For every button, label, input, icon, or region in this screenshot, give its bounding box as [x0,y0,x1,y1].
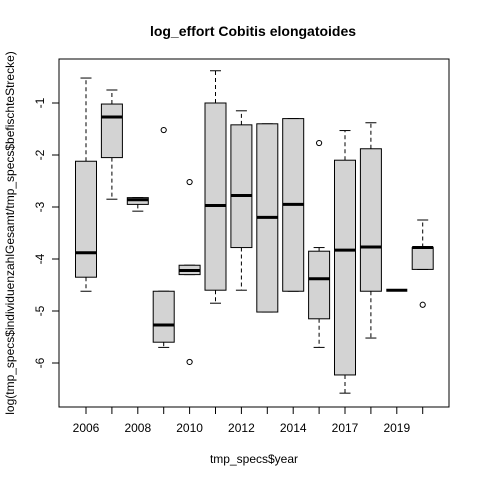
y-tick-label: -6 [33,357,47,368]
box-2006 [75,77,97,292]
x-tick-label: 2012 [228,421,255,435]
y-axis-label: log(tmp_specs$individuenzahlGesamt/tmp_s… [3,51,17,415]
outlier-point [160,126,167,134]
y-tick-label: -1 [33,97,47,108]
box-body [152,290,175,343]
x-tick-label: 2010 [176,421,203,435]
box-2013 [256,123,279,313]
box-2017 [334,130,356,394]
box-2020 [411,219,434,308]
box-2015 [308,139,331,348]
y-tick-label: -4 [33,253,47,264]
boxes-layer [75,70,434,394]
box-body [334,159,356,376]
box-2011 [204,70,227,304]
box-2009 [152,126,175,348]
y-tick-label: -5 [33,305,47,316]
box-body [204,102,227,291]
box-2012 [230,110,253,291]
x-axis-label: tmp_specs$year [210,452,298,466]
y-tick-label: -3 [33,201,47,212]
box-2008 [126,197,149,212]
box-2007 [100,89,123,200]
box-2010 [178,178,201,366]
x-tick-label: 2019 [383,421,410,435]
outlier-point [316,139,323,147]
y-axis: -1 -2 -3 -4 -5 -6 [33,97,60,368]
x-tick-label: 2017 [332,421,359,435]
box-body [308,250,331,320]
outlier-point [419,301,426,308]
outlier-point [186,178,193,186]
x-tick-label: 2008 [124,421,151,435]
outlier-point [186,358,193,366]
x-tick-label: 2014 [280,421,307,435]
box-2018 [359,122,382,339]
box-body [230,124,253,249]
box-body [411,247,434,270]
box-2014 [282,118,305,292]
chart-title: log_effort Cobitis elongatoides [150,23,356,39]
box-body [359,148,382,292]
box-body [100,103,123,159]
y-tick-label: -2 [33,149,47,160]
x-axis: 2006 2008 2010 2012 2014 2017 2019 [73,406,424,435]
box-body [75,160,97,278]
x-tick-label: 2006 [73,421,100,435]
